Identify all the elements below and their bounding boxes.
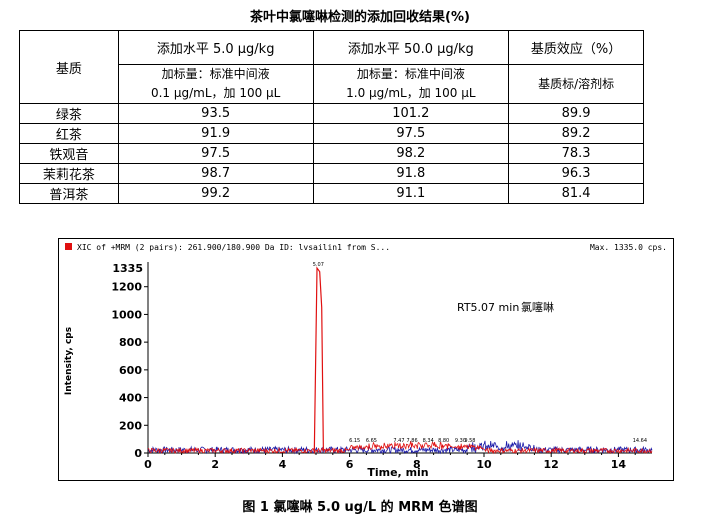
header-level-5: 添加水平 5.0 μg/kg [117,30,314,65]
cell-value: 81.4 [508,183,644,204]
header-matrix: 基质 [19,30,119,104]
cell-matrix: 铁观音 [19,143,119,164]
series-blue-trace [147,440,653,455]
cell-value: 98.2 [312,143,510,164]
subheader-spike-50: 加标量：标准中间液 1.0 μg/mL，加 100 μL [312,64,510,104]
mrm-chromatogram: XIC of +MRM (2 pairs): 261.900/180.900 D… [58,238,674,481]
cell-value: 97.5 [117,143,314,164]
chart-max: Max. 1335.0 cps. [590,243,667,252]
table-title: 茶叶中氯噻啉检测的添加回收结果(%) [250,10,470,25]
minor-peak-label: 7.86 [407,438,418,444]
y-tick-label: 400 [119,392,142,405]
series-red-trace [147,440,653,455]
compound-annotation: 氯噻啉 [521,300,554,314]
table-row: 红茶 91.9 97.5 89.2 [19,123,644,144]
series-color-swatch [65,243,72,250]
minor-peak-label: 9.30 [455,438,466,444]
cell-value: 89.9 [508,103,644,124]
recovery-table: 基质 添加水平 5.0 μg/kg 添加水平 50.0 μg/kg 基质效应（%… [19,30,644,204]
cell-value: 98.7 [117,163,314,184]
y-axis-label: Intensity, cps [64,327,74,395]
x-tick-label: 14 [611,458,627,471]
cell-value: 99.2 [117,183,314,204]
y-max-label: 1335 [112,262,143,275]
header-matrix-effect: 基质效应（%） [508,30,644,65]
cell-value: 101.2 [312,103,510,124]
subheader-spike-5: 加标量：标准中间液 0.1 μg/mL，加 100 μL [117,64,314,104]
plot-area: 0 200 400 600 800 1000 1200 0 2 4 6 8 10 12 14 5.07 6.65… [111,262,653,471]
minor-peak-label: 8.80 [438,438,449,444]
minor-peak-label: 7.47 [393,438,404,444]
cell-value: 93.5 [117,103,314,124]
y-tick-label: 800 [119,336,142,349]
x-tick-label: 0 [144,458,152,471]
minor-peak-label: 6.65 [366,438,377,444]
x-tick-label: 4 [279,458,287,471]
x-tick-label: 8 [413,458,421,471]
cell-value: 91.9 [117,123,314,144]
cell-matrix: 绿茶 [19,103,119,124]
cell-matrix: 红茶 [19,123,119,144]
rt-annotation: RT5.07 min [457,301,519,314]
y-tick-label: 0 [134,447,142,460]
x-tick-label: 2 [211,458,219,471]
cell-matrix: 普洱茶 [19,183,119,204]
y-tick-label: 1000 [111,308,142,321]
y-tick-label: 200 [119,419,142,432]
cell-value: 91.1 [312,183,510,204]
table-row: 茉莉花茶 98.7 91.8 96.3 [19,163,644,184]
header-level-50: 添加水平 50.0 μg/kg [312,30,510,65]
minor-peak-label: 6.15 [349,438,360,444]
minor-peak-label: 9.58 [464,438,475,444]
minor-peak-label: 14.64 [633,438,647,444]
chart-header: XIC of +MRM (2 pairs): 261.900/180.900 D… [77,243,390,252]
x-tick-label: 12 [544,458,559,471]
table-row: 铁观音 97.5 98.2 78.3 [19,143,644,164]
subheader-ratio: 基质标/溶剂标 [508,64,644,104]
cell-value: 96.3 [508,163,644,184]
cell-value: 91.8 [312,163,510,184]
y-tick-label: 600 [119,364,142,377]
y-tick-label: 1200 [111,281,142,294]
cell-value: 89.2 [508,123,644,144]
cell-matrix: 茉莉花茶 [19,163,119,184]
table-row: 普洱茶 99.2 91.1 81.4 [19,183,644,204]
x-axis-label: Time, min [367,466,428,479]
minor-peak-label: 8.34 [423,438,434,444]
chromatogram-plot: XIC of +MRM (2 pairs): 261.900/180.900 D… [64,243,667,479]
cell-value: 97.5 [312,123,510,144]
figure-caption: 图 1 氯噻啉 5.0 ug/L 的 MRM 色谱图 [242,500,478,515]
main-peak [313,266,324,452]
peak-label: 5.07 [313,262,324,268]
x-tick-label: 10 [476,458,492,471]
table-row: 绿茶 93.5 101.2 89.9 [19,103,644,124]
cell-value: 78.3 [508,143,644,164]
x-tick-label: 6 [346,458,354,471]
